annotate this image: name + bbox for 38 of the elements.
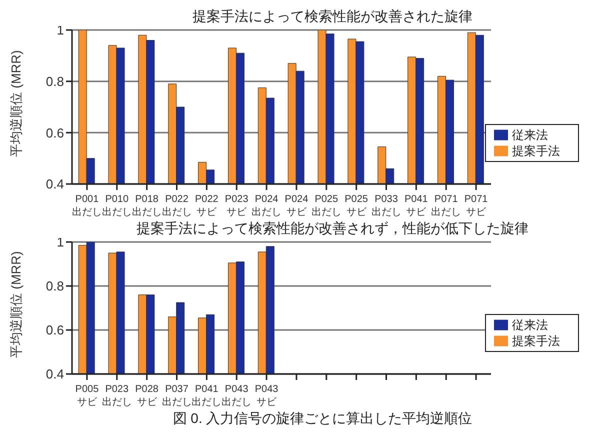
- y-tick-label: 1: [56, 22, 64, 38]
- x-tick-label: P071 出だし: [431, 194, 462, 218]
- x-tick-label: P041 出だし: [192, 384, 222, 408]
- x-tick-label: P043 サビ: [254, 384, 279, 408]
- x-tick-label: P025 サビ: [344, 194, 368, 218]
- chart-title: 提案手法によって検索性能が改善された旋律: [192, 8, 472, 24]
- x-tick-label: P024 出だし: [252, 194, 282, 218]
- legend-label: 提案手法: [512, 144, 560, 158]
- y-tick-label: 0.6: [46, 125, 64, 140]
- x-tick-label: P001 出だし: [72, 194, 102, 218]
- x-tick-label: P037 出だし: [162, 384, 192, 408]
- x-tick-label: P024 サビ: [284, 194, 309, 218]
- x-tick-label: P033 出だし: [371, 194, 402, 218]
- y-tick-label: 0.4: [46, 366, 64, 382]
- legend-label: 提案手法: [512, 334, 560, 348]
- chart-title: 提案手法によって検索性能が改善されず，性能が低下した旋律: [136, 220, 528, 236]
- y-tick-label: 0.8: [46, 74, 64, 89]
- y-axis-title: 平均逆順位 (MRR): [8, 50, 24, 157]
- x-tick-label: P022 出だし: [162, 194, 192, 218]
- x-tick-label: P041 サビ: [404, 194, 428, 218]
- x-tick-label: P043 出だし: [222, 384, 252, 408]
- y-tick-label: 0.6: [46, 322, 64, 338]
- x-tick-label: P005 サビ: [75, 384, 100, 408]
- x-tick-label: P010 出だし: [102, 194, 132, 218]
- y-tick-label: 1: [56, 234, 64, 250]
- legend-label: 従来法: [512, 318, 548, 332]
- y-tick-label: 0.4: [46, 176, 64, 192]
- legend-label: 従来法: [512, 128, 548, 142]
- x-tick-label: P071 サビ: [464, 194, 488, 218]
- x-tick-label: P025 出だし: [311, 194, 342, 218]
- x-tick-label: P023 サビ: [224, 194, 249, 218]
- caption: 図 0. 入力信号の旋律ごとに算出した平均逆順位: [172, 410, 474, 428]
- y-axis-title: 平均逆順位 (MRR): [8, 251, 24, 358]
- y-tick-label: 0.8: [46, 278, 64, 294]
- x-tick-label: P023 出だし: [102, 384, 132, 408]
- x-tick-label: P028 サビ: [135, 384, 159, 408]
- x-tick-label: P022 サビ: [195, 194, 219, 218]
- x-tick-label: P018 出だし: [132, 194, 162, 218]
